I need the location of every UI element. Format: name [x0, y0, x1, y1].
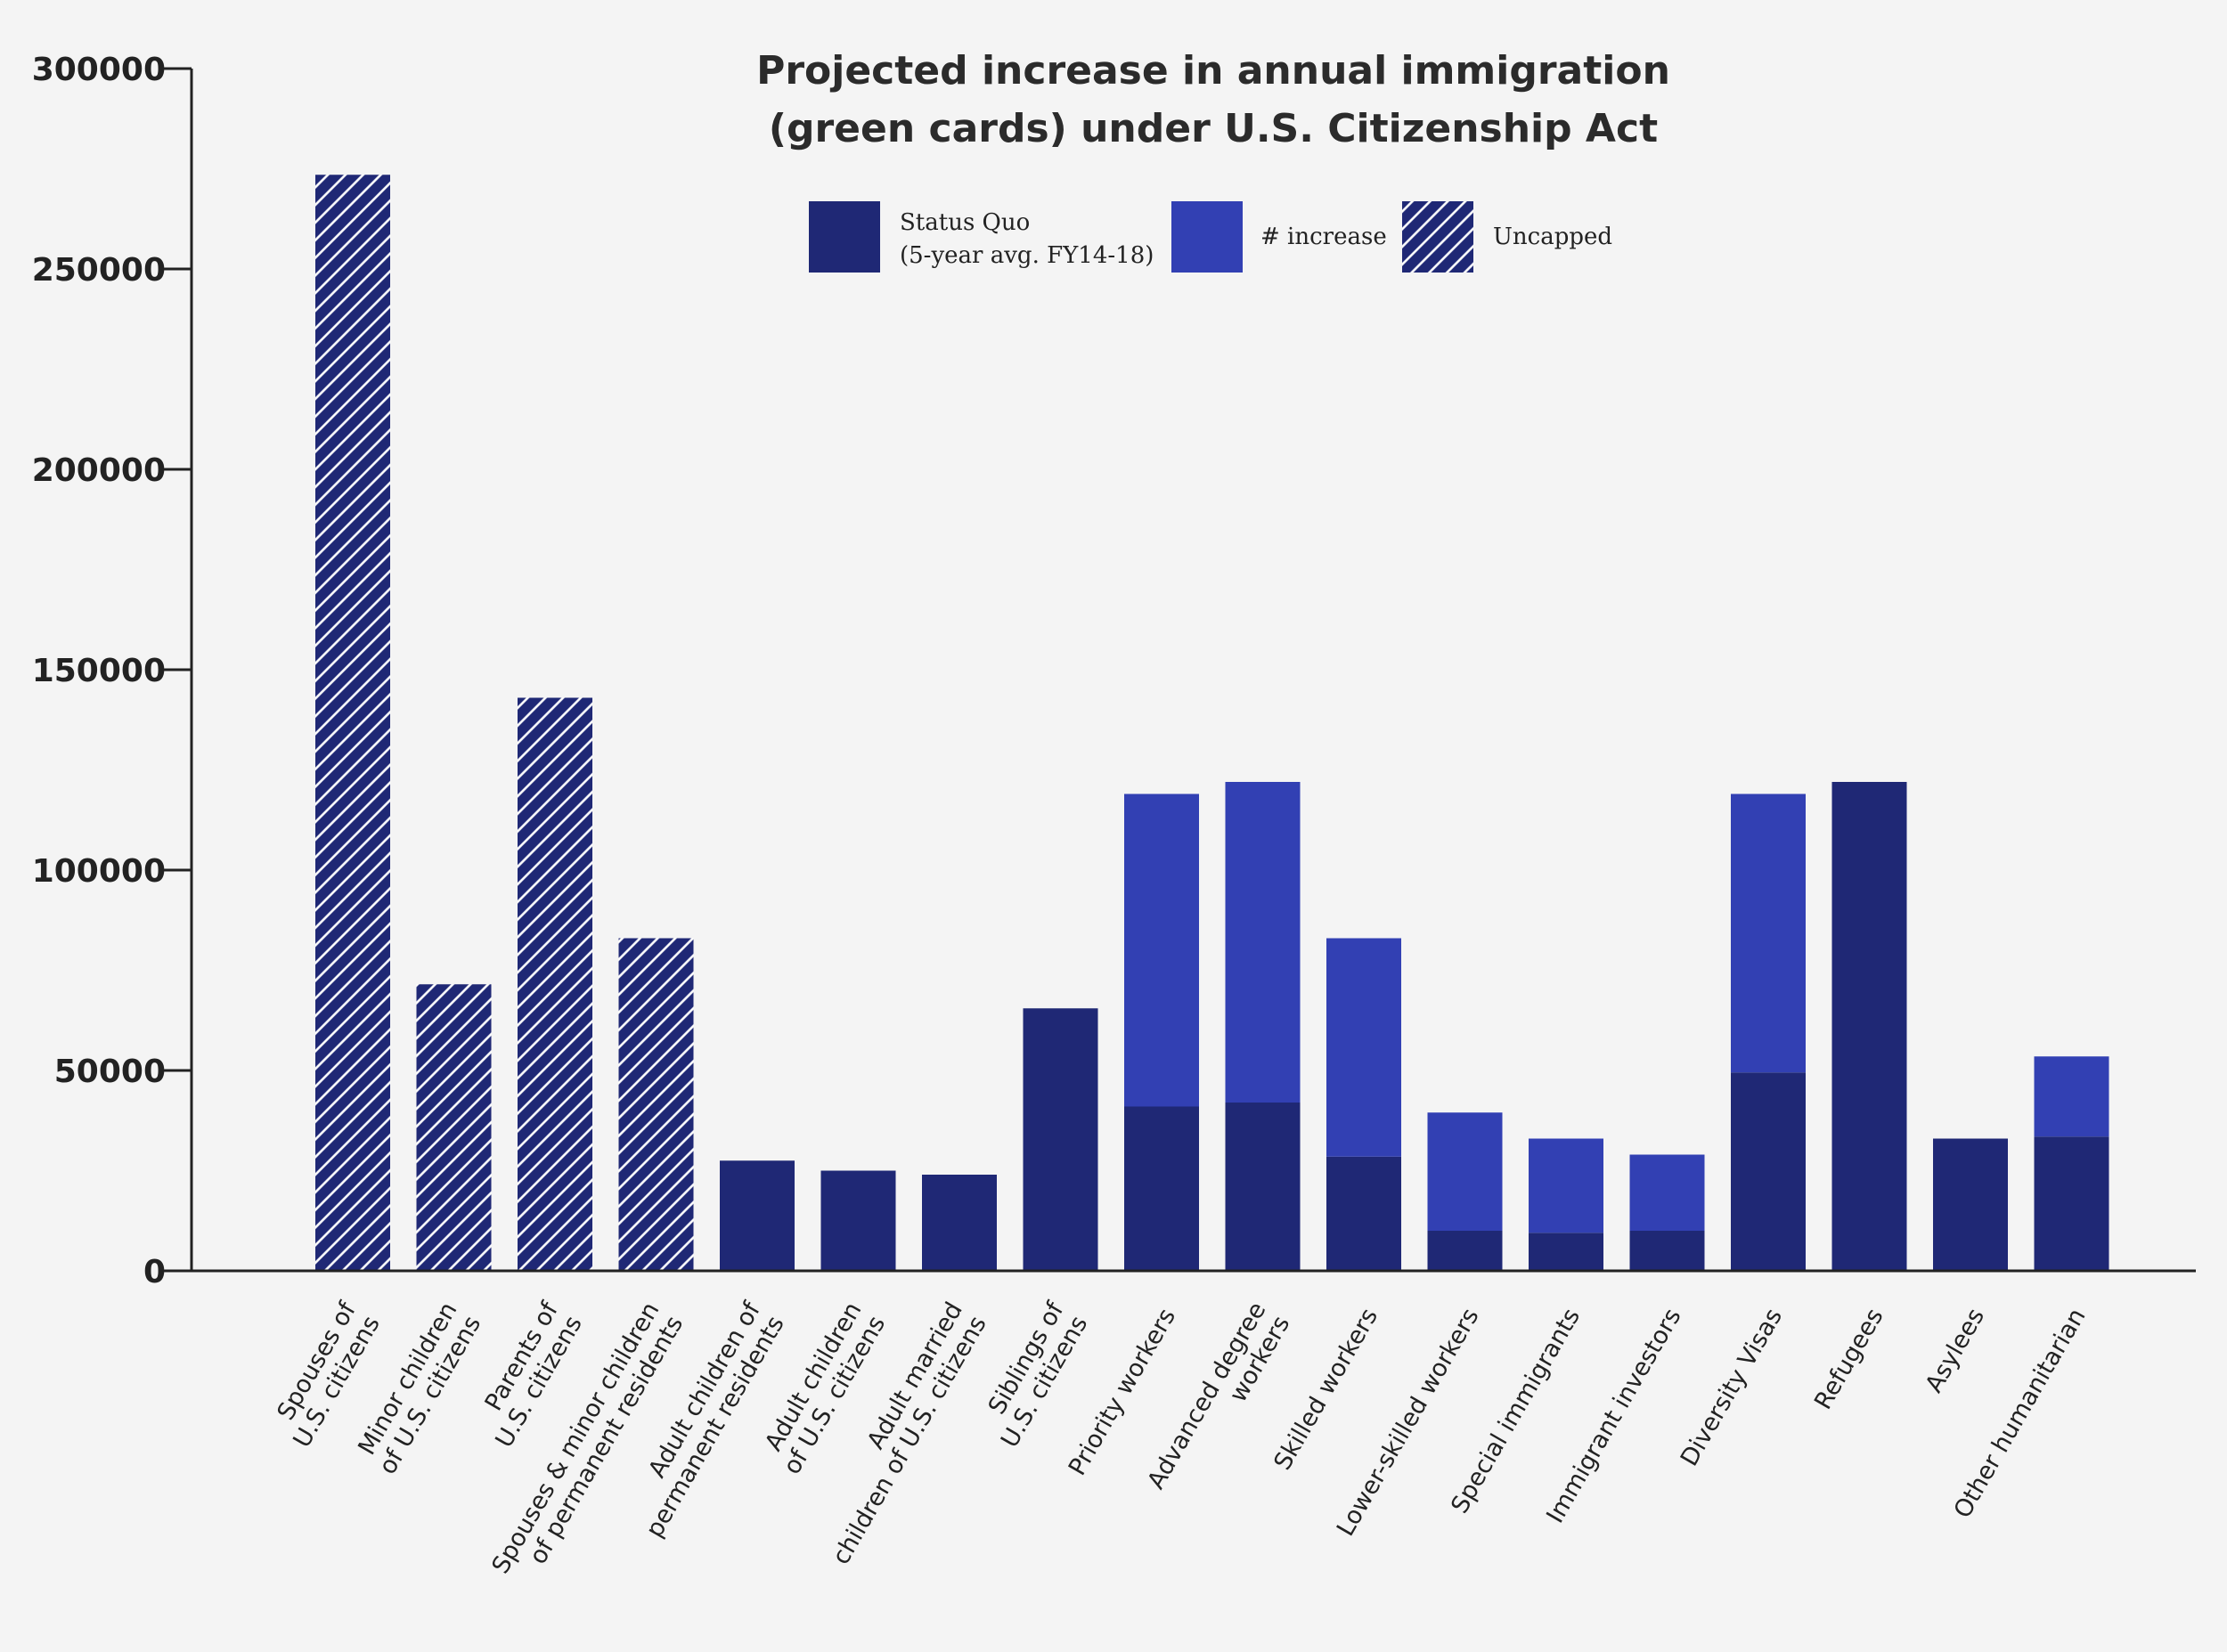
- x-tick-label-line: Refugees: [1809, 1304, 1888, 1414]
- y-tick-label: 250000: [32, 252, 166, 289]
- bar-increase-diversity-visas: [1731, 793, 1806, 1073]
- legend-swatch-uncapped: [1402, 201, 1473, 273]
- legend-swatch-increase: [1171, 201, 1243, 273]
- bar-uncapped-spouses-of-u-s-citizens: [315, 175, 390, 1271]
- bar-status-quo-5-year-avg-fy14-18-diversity-visas: [1731, 1072, 1806, 1271]
- bar-status-quo-5-year-avg-fy14-18-siblings-of-u-s-citizens: [1023, 1008, 1098, 1271]
- bar-increase-lower-skilled-workers: [1427, 1112, 1503, 1231]
- bar-status-quo-5-year-avg-fy14-18-priority-workers: [1124, 1106, 1199, 1271]
- bar-increase-advanced-degree-workers: [1225, 782, 1301, 1103]
- bar-status-quo-5-year-avg-fy14-18-advanced-degree-workers: [1225, 1103, 1301, 1271]
- y-tick-label: 300000: [32, 52, 166, 88]
- chart-title-line: (green cards) under U.S. Citizenship Act: [769, 106, 1658, 151]
- bar-status-quo-5-year-avg-fy14-18-adult-children-of-permanent-residents: [720, 1160, 795, 1271]
- bar-uncapped-parents-of-u-s-citizens: [518, 697, 592, 1271]
- legend-label-increase: # increase: [1260, 224, 1387, 250]
- bars: [315, 175, 2109, 1271]
- legend-label-uncapped: Uncapped: [1493, 224, 1612, 250]
- bar-status-quo-5-year-avg-fy14-18-immigrant-investors: [1629, 1231, 1705, 1271]
- x-tick-label: Asylees: [1921, 1304, 1991, 1397]
- y-tick-label: 150000: [32, 653, 166, 689]
- x-tick-label-line: Diversity Visas: [1676, 1304, 1788, 1471]
- y-tick-label: 0: [143, 1254, 166, 1290]
- bar-status-quo-5-year-avg-fy14-18-skilled-workers: [1326, 1156, 1401, 1271]
- legend-label-status-quo-5-year-avg-fy14-18: (5-year avg. FY14-18): [900, 242, 1154, 269]
- x-tick-label-line: Asylees: [1921, 1304, 1991, 1397]
- bar-status-quo-5-year-avg-fy14-18-adult-children-of-u-s-citizens: [820, 1170, 896, 1271]
- chart-title: Projected increase in annual immigration…: [756, 48, 1670, 151]
- bar-status-quo-5-year-avg-fy14-18-adult-married-children-of-u-s-citizens: [922, 1175, 997, 1271]
- bar-increase-other-humanitarian: [2034, 1056, 2109, 1137]
- legend-label-status-quo-5-year-avg-fy14-18: Status Quo: [900, 209, 1030, 236]
- bar-increase-immigrant-investors: [1629, 1154, 1705, 1231]
- bar-status-quo-5-year-avg-fy14-18-lower-skilled-workers: [1427, 1231, 1503, 1271]
- x-tick-label: Refugees: [1809, 1304, 1888, 1414]
- bar-increase-special-immigrants: [1529, 1138, 1603, 1233]
- y-tick-label: 100000: [32, 853, 166, 890]
- y-tick-label: 200000: [32, 452, 166, 489]
- bar-increase-priority-workers: [1124, 793, 1199, 1107]
- bar-status-quo-5-year-avg-fy14-18-refugees: [1831, 782, 1907, 1271]
- bar-uncapped-minor-children-of-u-s-citizens: [416, 984, 492, 1271]
- bar-status-quo-5-year-avg-fy14-18-asylees: [1933, 1138, 2008, 1271]
- y-tick-label: 50000: [54, 1054, 166, 1090]
- x-tick-label: Siblings ofU.S. citizens: [972, 1297, 1094, 1453]
- legend: Status Quo (5-year avg. FY14-18) # increas…: [809, 201, 1612, 273]
- bar-uncapped-spouses-minor-children-of-permanent-residents: [618, 938, 694, 1271]
- legend-swatch-status-quo-5-year-avg-fy14-18: [809, 201, 880, 273]
- chart-title-line: Projected increase in annual immigration: [756, 48, 1670, 94]
- x-tick-label: Diversity Visas: [1676, 1304, 1788, 1471]
- bar-status-quo-5-year-avg-fy14-18-special-immigrants: [1529, 1233, 1603, 1271]
- bar-status-quo-5-year-avg-fy14-18-other-humanitarian: [2034, 1136, 2109, 1271]
- y-axis: 0 50000 100000 150000 200000 250000 300000: [32, 52, 193, 1290]
- bar-increase-skilled-workers: [1326, 938, 1401, 1157]
